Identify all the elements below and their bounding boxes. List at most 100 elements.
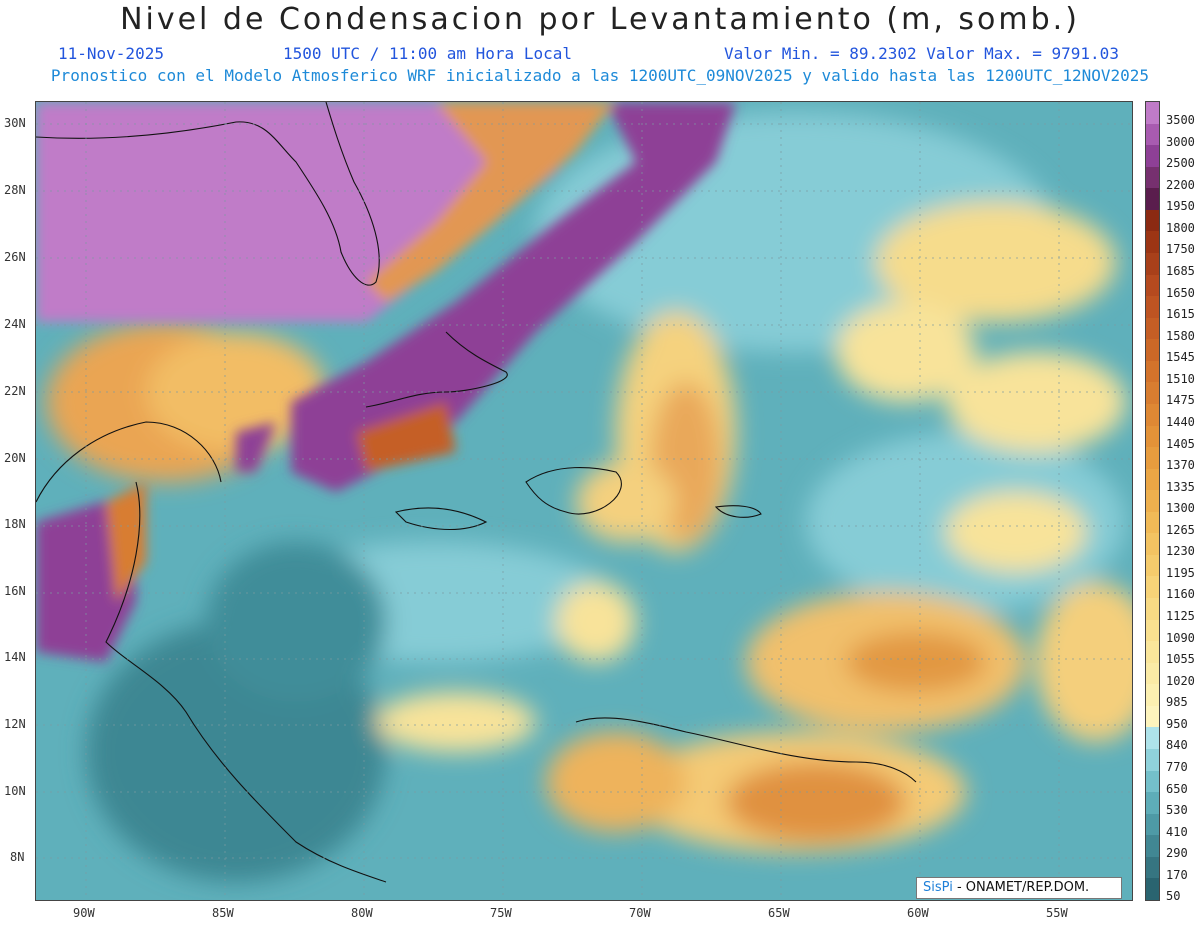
colorbar-segment <box>1146 317 1159 340</box>
colorbar-label: 1125 <box>1166 609 1195 624</box>
lon-label-65w: 65W <box>768 906 790 920</box>
lat-label-28n: 28N <box>4 183 26 197</box>
lat-label-18n: 18N <box>4 517 26 531</box>
colorbar-label: 1335 <box>1166 479 1195 494</box>
colorbar-segment <box>1146 447 1159 470</box>
lon-label-90w: 90W <box>73 906 95 920</box>
lat-label-24n: 24N <box>4 317 26 331</box>
colorbar-label: 50 <box>1166 889 1181 904</box>
colorbar-segment <box>1146 878 1159 901</box>
map-title: Nivel de Condensacion por Levantamiento … <box>120 2 1080 37</box>
colorbar-label: 1230 <box>1166 544 1195 559</box>
colorbar-segment <box>1146 533 1159 556</box>
colorbar-label: 1440 <box>1166 414 1195 429</box>
colorbar-segment <box>1146 576 1159 599</box>
colorbar-segment <box>1146 145 1159 168</box>
colorbar-label: 3500 <box>1166 113 1195 127</box>
colorbar-segment <box>1146 231 1159 254</box>
colorbar-label: 950 <box>1166 716 1188 731</box>
colorbar-segment <box>1146 813 1159 836</box>
forecast-time: 1500 UTC / 11:00 am Hora Local <box>283 44 572 63</box>
lat-label-22n: 22N <box>4 384 26 398</box>
colorbar-label: 1950 <box>1166 199 1195 214</box>
colorbar-segment <box>1146 274 1159 297</box>
colorbar-label: 1685 <box>1166 263 1195 278</box>
credit-text: - ONAMET/REP.DOM. <box>956 880 1090 895</box>
colorbar-label: 1300 <box>1166 501 1195 516</box>
colorbar-label: 410 <box>1166 824 1188 839</box>
weather-map <box>35 101 1133 901</box>
colorbar-segment <box>1146 749 1159 772</box>
lon-label-70w: 70W <box>629 906 651 920</box>
lon-label-80w: 80W <box>351 906 373 920</box>
colorbar-segment <box>1146 252 1159 276</box>
colorbar-label: 1650 <box>1166 285 1195 300</box>
lcl-field <box>36 102 1132 900</box>
colorbar-label: 650 <box>1166 781 1188 796</box>
colorbar-segment <box>1146 662 1159 685</box>
colorbar-label: 1265 <box>1166 522 1195 537</box>
colorbar-label: 3000 <box>1166 134 1195 149</box>
sispi-logo: SisPi <box>923 880 953 895</box>
model-info: Pronostico con el Modelo Atmosferico WRF… <box>50 66 1150 85</box>
colorbar-label: 1475 <box>1166 393 1195 408</box>
colorbar-label: 1405 <box>1166 436 1195 451</box>
colorbar-label: 1055 <box>1166 652 1195 667</box>
forecast-date: 11-Nov-2025 <box>58 44 164 63</box>
colorbar-segment <box>1146 123 1159 146</box>
colorbar-label: 2500 <box>1166 156 1195 171</box>
colorbar-label: 1545 <box>1166 350 1195 365</box>
colorbar-segment <box>1146 856 1159 879</box>
colorbar-label: 290 <box>1166 846 1188 861</box>
colorbar-segment <box>1146 792 1159 815</box>
colorbar-segment <box>1146 598 1159 621</box>
colorbar-segment <box>1146 425 1159 448</box>
colorbar-segment <box>1146 705 1159 728</box>
colorbar-label: 1020 <box>1166 673 1195 688</box>
colorbar-segment <box>1146 554 1159 577</box>
min-max-values: Valor Min. = 89.2302 Valor Max. = 9791.0… <box>724 44 1119 63</box>
colorbar-label: 1800 <box>1166 220 1195 235</box>
colorbar-segment <box>1146 188 1159 211</box>
lon-label-85w: 85W <box>212 906 234 920</box>
lat-label-8n: 8N <box>10 850 25 864</box>
colorbar-label: 530 <box>1166 803 1188 818</box>
lat-label-30n: 30N <box>4 116 26 130</box>
colorbar-label: 1615 <box>1166 307 1195 322</box>
lon-label-60w: 60W <box>907 906 929 920</box>
colorbar-segment <box>1146 619 1159 642</box>
colorbar-segment <box>1146 468 1159 491</box>
colorbar-label: 170 <box>1166 867 1188 882</box>
colorbar-segment <box>1146 102 1159 125</box>
colorbar-segment <box>1146 339 1159 362</box>
colorbar-segment <box>1146 490 1159 513</box>
colorbar-segment <box>1146 770 1159 793</box>
colorbar <box>1145 101 1160 901</box>
colorbar-label: 1510 <box>1166 371 1195 386</box>
colorbar-label: 2200 <box>1166 177 1195 192</box>
colorbar-label: 1580 <box>1166 328 1195 343</box>
colorbar-segment <box>1146 360 1159 383</box>
colorbar-label: 840 <box>1166 738 1188 753</box>
colorbar-label: 770 <box>1166 760 1188 775</box>
colorbar-segment <box>1146 296 1159 319</box>
colorbar-segment <box>1146 511 1159 534</box>
colorbar-label: 1160 <box>1166 587 1195 602</box>
colorbar-segment <box>1146 641 1159 664</box>
colorbar-segment <box>1146 835 1159 858</box>
colorbar-segment <box>1146 403 1159 426</box>
colorbar-label: 1090 <box>1166 630 1195 645</box>
colorbar-segment <box>1146 684 1159 707</box>
colorbar-label: 985 <box>1166 695 1188 710</box>
colorbar-label: 1750 <box>1166 242 1195 257</box>
lat-label-26n: 26N <box>4 250 26 264</box>
colorbar-segment <box>1146 382 1159 405</box>
lat-label-12n: 12N <box>4 717 26 731</box>
lon-label-75w: 75W <box>490 906 512 920</box>
colorbar-segment <box>1146 209 1159 232</box>
colorbar-label: 1195 <box>1166 565 1195 580</box>
colorbar-segment <box>1146 166 1159 189</box>
colorbar-segment <box>1146 727 1159 750</box>
lat-label-14n: 14N <box>4 650 26 664</box>
colorbar-label: 1370 <box>1166 458 1195 473</box>
